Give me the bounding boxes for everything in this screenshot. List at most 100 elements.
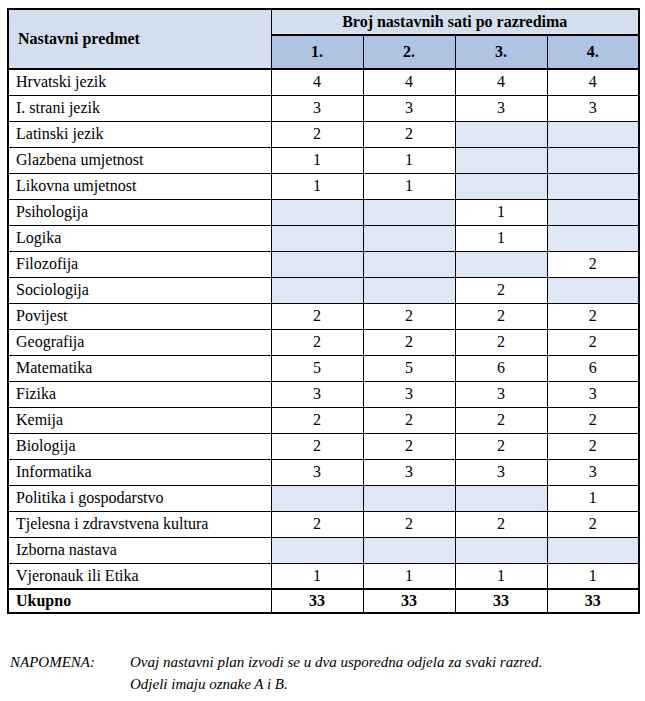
value-cell <box>455 537 547 563</box>
value-cell <box>271 277 363 303</box>
value-cell: 2 <box>547 511 639 537</box>
value-cell <box>455 147 547 173</box>
value-cell: 1 <box>547 563 639 589</box>
value-cell <box>547 199 639 225</box>
value-cell <box>455 173 547 199</box>
subject-cell: Kemija <box>8 407 271 433</box>
value-cell <box>455 121 547 147</box>
subject-cell: Fizika <box>8 381 271 407</box>
value-cell: 4 <box>455 69 547 95</box>
value-cell: 3 <box>363 95 455 121</box>
value-cell <box>271 225 363 251</box>
value-cell: 1 <box>363 147 455 173</box>
value-cell: 2 <box>271 303 363 329</box>
table-row: Likovna umjetnost11 <box>8 173 639 199</box>
subject-cell: Glazbena umjetnost <box>8 147 271 173</box>
total-value-grade-4: 33 <box>547 589 639 613</box>
value-cell: 2 <box>547 251 639 277</box>
value-cell: 2 <box>363 433 455 459</box>
note-label: NAPOMENA: <box>10 651 130 695</box>
value-cell <box>363 199 455 225</box>
value-cell: 5 <box>271 355 363 381</box>
value-cell: 3 <box>455 459 547 485</box>
table-row: Latinski jezik22 <box>8 121 639 147</box>
value-cell: 2 <box>271 511 363 537</box>
table-row: Filozofija 2 <box>8 251 639 277</box>
value-cell: 3 <box>271 381 363 407</box>
note: NAPOMENA: Ovaj nastavni plan izvodi se u… <box>10 651 635 695</box>
column-header-grade-2: 2. <box>363 35 455 69</box>
value-cell: 1 <box>547 485 639 511</box>
table-row: Psihologija 1 <box>8 199 639 225</box>
note-line-2: Odjeli imaju oznake A i B. <box>130 673 635 695</box>
value-cell: 1 <box>455 225 547 251</box>
value-cell: 2 <box>455 407 547 433</box>
table-row: Fizika3333 <box>8 381 639 407</box>
value-cell: 2 <box>455 433 547 459</box>
subject-cell: Povijest <box>8 303 271 329</box>
note-line-1: Ovaj nastavni plan izvodi se u dva uspor… <box>130 651 635 673</box>
table-row: Izborna nastava <box>8 537 639 563</box>
value-cell: 1 <box>271 147 363 173</box>
value-cell: 4 <box>363 69 455 95</box>
table-row: Informatika3333 <box>8 459 639 485</box>
subject-cell: Geografija <box>8 329 271 355</box>
value-cell: 3 <box>363 381 455 407</box>
value-cell <box>547 121 639 147</box>
value-cell: 1 <box>271 173 363 199</box>
column-header-grade-3: 3. <box>455 35 547 69</box>
table-row: Tjelesna i zdravstvena kultura2222 <box>8 511 639 537</box>
value-cell: 2 <box>363 407 455 433</box>
table-row: Sociologija 2 <box>8 277 639 303</box>
subject-cell: Sociologija <box>8 277 271 303</box>
value-cell: 1 <box>455 199 547 225</box>
value-cell <box>455 485 547 511</box>
column-header-grade-1: 1. <box>271 35 363 69</box>
subject-cell: Matematika <box>8 355 271 381</box>
table-body: Hrvatski jezik4444I. strani jezik3333Lat… <box>8 69 639 589</box>
total-value-grade-1: 33 <box>271 589 363 613</box>
value-cell <box>547 147 639 173</box>
value-cell: 4 <box>271 69 363 95</box>
value-cell: 2 <box>271 433 363 459</box>
value-cell <box>271 485 363 511</box>
value-cell: 2 <box>547 407 639 433</box>
subject-cell: Hrvatski jezik <box>8 69 271 95</box>
subject-cell: Psihologija <box>8 199 271 225</box>
table-row: Logika 1 <box>8 225 639 251</box>
value-cell: 1 <box>455 563 547 589</box>
subject-cell: Logika <box>8 225 271 251</box>
table-row: Matematika5566 <box>8 355 639 381</box>
value-cell <box>363 485 455 511</box>
subject-cell: Tjelesna i zdravstvena kultura <box>8 511 271 537</box>
value-cell: 2 <box>271 407 363 433</box>
subject-cell: Likovna umjetnost <box>8 173 271 199</box>
value-cell: 2 <box>547 433 639 459</box>
value-cell <box>455 251 547 277</box>
subject-cell: Politika i gospodarstvo <box>8 485 271 511</box>
value-cell: 3 <box>455 381 547 407</box>
value-cell <box>271 251 363 277</box>
table-row: Vjeronauk ili Etika1111 <box>8 563 639 589</box>
value-cell <box>363 251 455 277</box>
table-row: Hrvatski jezik4444 <box>8 69 639 95</box>
total-label: Ukupno <box>8 589 271 613</box>
subject-cell: Filozofija <box>8 251 271 277</box>
value-cell: 2 <box>455 511 547 537</box>
value-cell: 6 <box>455 355 547 381</box>
value-cell: 2 <box>455 303 547 329</box>
value-cell <box>271 537 363 563</box>
value-cell <box>547 537 639 563</box>
value-cell: 2 <box>363 303 455 329</box>
value-cell: 5 <box>363 355 455 381</box>
value-cell: 2 <box>363 329 455 355</box>
value-cell: 2 <box>455 277 547 303</box>
table-row: I. strani jezik3333 <box>8 95 639 121</box>
value-cell: 3 <box>455 95 547 121</box>
curriculum-hours-table: Nastavni predmet Broj nastavnih sati po … <box>7 8 640 614</box>
column-header-hours-span: Broj nastavnih sati po razredima <box>271 9 639 35</box>
table-header: Nastavni predmet Broj nastavnih sati po … <box>8 9 639 69</box>
subject-cell: Informatika <box>8 459 271 485</box>
column-header-subject: Nastavni predmet <box>8 9 271 69</box>
value-cell: 3 <box>547 95 639 121</box>
